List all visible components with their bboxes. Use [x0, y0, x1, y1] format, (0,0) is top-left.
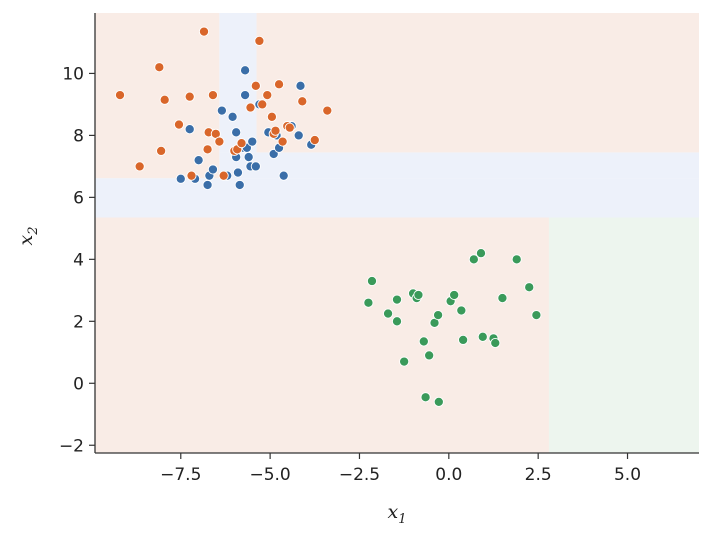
point-green-13 — [433, 310, 444, 321]
point-green-8 — [413, 289, 424, 301]
x-tick-label-4: 2.5 — [525, 465, 552, 485]
point-orange-5 — [173, 119, 185, 130]
point-green-2 — [383, 308, 394, 319]
point-green-11 — [424, 350, 435, 361]
region-blue-4 — [219, 152, 699, 179]
region-green-1 — [548, 217, 699, 453]
point-orange-0 — [114, 90, 126, 101]
point-orange-3 — [156, 145, 167, 156]
point-orange-30 — [297, 96, 308, 107]
x-tick-label-0: −7.5 — [160, 465, 201, 485]
point-green-19 — [468, 254, 479, 265]
point-orange-19 — [250, 80, 261, 91]
point-blue-16 — [240, 90, 251, 101]
point-blue-29 — [293, 130, 304, 141]
y-tick-label-1: 0 — [73, 374, 84, 394]
point-blue-27 — [278, 170, 289, 181]
y-axis-label: x2 — [15, 227, 41, 246]
point-orange-25 — [270, 125, 281, 136]
point-green-18 — [458, 334, 469, 345]
point-orange-22 — [262, 90, 273, 101]
point-blue-18 — [243, 152, 254, 163]
x-tick-label-1: −5.0 — [249, 465, 290, 485]
point-orange-29 — [284, 122, 295, 133]
point-green-16 — [449, 289, 460, 301]
data-points — [114, 26, 542, 407]
point-orange-17 — [236, 138, 247, 149]
y-tick-label-5: 8 — [73, 126, 84, 146]
point-orange-14 — [218, 170, 229, 181]
x-ticks: −7.5 −5.0 −2.5 0.0 2.5 5.0 — [160, 453, 641, 485]
point-green-10 — [420, 392, 431, 403]
y-tick-label-6: 10 — [62, 64, 84, 84]
point-orange-27 — [277, 136, 288, 147]
point-orange-9 — [202, 144, 213, 155]
point-green-20 — [475, 248, 487, 259]
point-green-1 — [366, 275, 378, 287]
point-blue-15 — [240, 65, 251, 76]
point-orange-20 — [254, 35, 265, 46]
point-orange-2 — [154, 62, 165, 73]
y-ticks: −2 0 2 4 6 8 10 — [59, 64, 95, 456]
point-orange-6 — [184, 91, 195, 102]
point-orange-21 — [257, 99, 268, 110]
y-tick-label-2: 2 — [73, 312, 84, 332]
point-blue-1 — [184, 124, 195, 135]
region-orange-6 — [256, 13, 699, 153]
x-tick-label-5: 5.0 — [614, 465, 641, 485]
point-orange-7 — [186, 170, 197, 181]
point-green-14 — [433, 396, 444, 407]
point-green-5 — [399, 356, 410, 367]
point-blue-4 — [202, 179, 213, 191]
point-blue-6 — [207, 164, 218, 175]
point-blue-7 — [216, 105, 227, 116]
point-orange-1 — [134, 161, 145, 172]
point-orange-26 — [274, 79, 285, 90]
y-tick-label-4: 6 — [73, 188, 84, 208]
point-green-4 — [391, 316, 403, 327]
point-blue-12 — [232, 167, 244, 178]
point-green-23 — [490, 337, 501, 349]
point-green-17 — [456, 305, 467, 316]
point-orange-8 — [198, 26, 210, 37]
point-green-26 — [524, 282, 535, 293]
point-blue-0 — [175, 173, 186, 184]
point-green-9 — [418, 336, 429, 347]
point-orange-11 — [207, 90, 218, 101]
point-blue-3 — [193, 155, 204, 166]
point-orange-32 — [322, 105, 333, 116]
axes — [94, 13, 699, 454]
point-orange-18 — [245, 102, 256, 113]
point-orange-4 — [159, 94, 170, 105]
point-green-27 — [531, 310, 542, 321]
point-blue-13 — [234, 179, 245, 191]
point-blue-9 — [227, 111, 238, 122]
y-tick-label-0: −2 — [59, 436, 84, 456]
point-green-24 — [497, 293, 508, 304]
point-blue-10 — [231, 127, 242, 138]
point-green-0 — [363, 297, 374, 308]
point-orange-13 — [214, 136, 225, 147]
y-tick-label-3: 4 — [73, 250, 84, 270]
x-axis-label: x1 — [388, 501, 407, 527]
x-tick-label-2: −2.5 — [339, 465, 380, 485]
x-tick-label-3: 0.0 — [435, 465, 462, 485]
decision-regions — [95, 13, 699, 453]
point-orange-31 — [309, 134, 320, 146]
point-green-21 — [477, 331, 488, 342]
point-orange-23 — [266, 111, 277, 122]
point-green-25 — [511, 254, 522, 265]
region-blue-2 — [95, 178, 699, 218]
point-blue-30 — [295, 80, 306, 91]
point-blue-21 — [250, 161, 261, 172]
point-blue-20 — [247, 136, 258, 147]
point-green-3 — [391, 294, 403, 305]
